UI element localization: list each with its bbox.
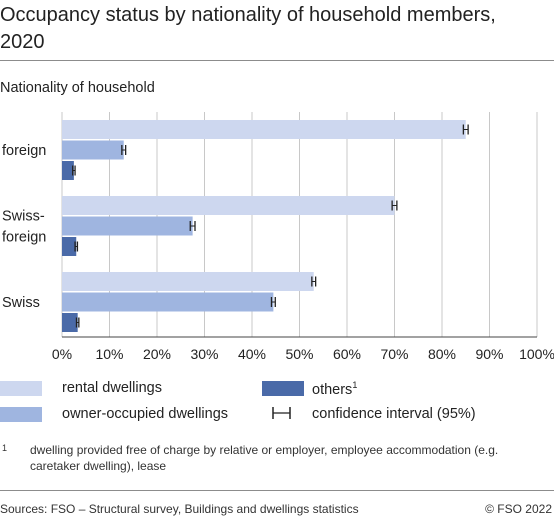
tick-label: 20% bbox=[143, 346, 171, 362]
title-divider bbox=[0, 60, 554, 61]
tick-label: 80% bbox=[428, 346, 456, 362]
legend-label-owner: owner-occupied dwellings bbox=[62, 406, 229, 422]
bar bbox=[62, 216, 193, 236]
sources-text: Sources: FSO – Structural survey, Buildi… bbox=[0, 502, 359, 516]
bar-chart: foreign Swiss-foreign Swiss 0% 10% 20% 30% 40% 5… bbox=[2, 112, 554, 362]
bar bbox=[62, 196, 395, 215]
legend-swatch-others bbox=[262, 381, 304, 396]
legend-swatch-owner bbox=[0, 407, 42, 422]
legend-label-others: others1 bbox=[312, 380, 358, 398]
tick-label: 30% bbox=[190, 346, 218, 362]
sources-divider bbox=[0, 490, 554, 491]
bar bbox=[62, 140, 124, 160]
category-label: Swiss- bbox=[2, 209, 45, 225]
tick-label: 90% bbox=[475, 346, 503, 362]
bar bbox=[62, 272, 314, 291]
category-label: foreign bbox=[2, 143, 46, 159]
legend-label-ci: confidence interval (95%) bbox=[312, 406, 476, 422]
bar bbox=[62, 313, 78, 332]
tick-label: 60% bbox=[333, 346, 361, 362]
category-label: foreign bbox=[2, 230, 46, 246]
copyright-text: © FSO 2022 bbox=[485, 502, 552, 516]
confidence-interval-icon bbox=[272, 407, 291, 419]
legend-label-rental: rental dwellings bbox=[62, 380, 162, 396]
tick-label: 70% bbox=[380, 346, 408, 362]
tick-label: 50% bbox=[285, 346, 313, 362]
footnote-text: dwelling provided free of charge by rela… bbox=[30, 443, 499, 473]
legend-swatch-rental bbox=[0, 381, 42, 396]
footnote-marker: 1 bbox=[2, 443, 8, 453]
bar bbox=[62, 237, 77, 256]
bar bbox=[62, 161, 74, 180]
tick-label: 100% bbox=[519, 346, 554, 362]
tick-label: 10% bbox=[95, 346, 123, 362]
tick-label: 40% bbox=[238, 346, 266, 362]
category-axis-title: Nationality of household bbox=[0, 80, 155, 96]
bar bbox=[62, 292, 274, 312]
tick-label: 0% bbox=[52, 346, 72, 362]
chart-title: Occupancy status by nationality of house… bbox=[0, 4, 496, 53]
category-label: Swiss bbox=[2, 295, 40, 311]
bar bbox=[62, 120, 466, 139]
